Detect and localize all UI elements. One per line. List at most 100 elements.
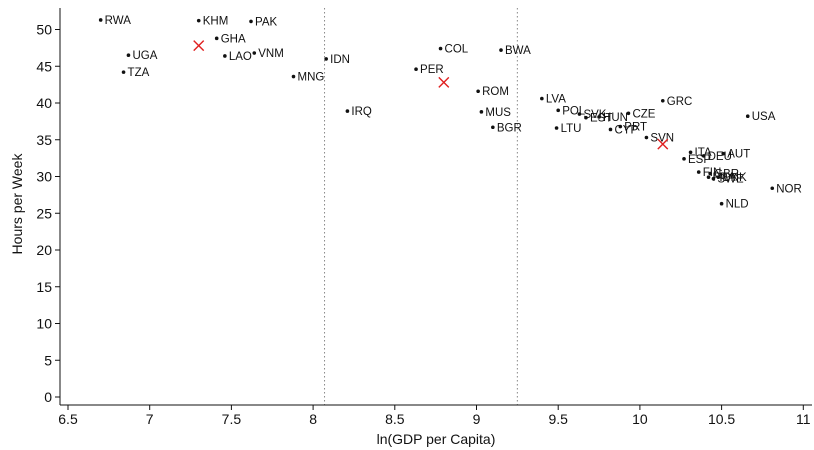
point-label: POL: [562, 105, 586, 117]
point-marker: [721, 151, 726, 156]
point-marker: [719, 201, 724, 206]
point-label: EST: [590, 113, 612, 125]
point-marker: [770, 186, 775, 191]
y-axis-title: Hours per Week: [9, 153, 25, 255]
x-tick-label: 8: [309, 411, 317, 427]
y-tick-label: 10: [36, 316, 52, 332]
point-label: NOR: [776, 183, 802, 195]
point-marker: [644, 135, 649, 140]
data-point-mng: MNG: [291, 72, 324, 84]
point-label: DNK: [722, 172, 747, 184]
point-label: UGA: [132, 50, 157, 62]
point-marker: [745, 114, 750, 119]
y-tick-label: 15: [36, 279, 52, 295]
data-point-est: EST: [584, 113, 612, 125]
point-label: KHM: [203, 16, 229, 28]
point-label: AUT: [727, 149, 750, 161]
point-label: PER: [420, 64, 444, 76]
point-marker: [660, 98, 665, 103]
y-tick-label: 30: [36, 169, 52, 185]
data-point-svk: SVK: [577, 109, 607, 121]
data-point-gha: GHA: [214, 33, 246, 45]
point-marker: [708, 171, 712, 176]
y-tick-label: 50: [36, 22, 52, 38]
point-label: NLD: [726, 199, 749, 211]
point-marker: [701, 154, 706, 158]
data-point-hun: HUN: [597, 112, 628, 124]
x-marker: [438, 76, 450, 88]
data-point-cze: CZE: [626, 108, 656, 120]
point-label: GHA: [221, 33, 246, 45]
point-marker: [540, 96, 544, 101]
data-point-pak: PAK: [249, 16, 277, 28]
data-point-esp: ESP: [682, 154, 711, 166]
point-label: ESP: [688, 154, 711, 166]
point-marker: [345, 109, 350, 113]
y-tick-label: 40: [36, 95, 52, 111]
data-point-cyp: CYP: [608, 124, 638, 136]
data-point-khm: KHM: [196, 16, 229, 28]
data-point-rom: ROM: [476, 86, 509, 98]
point-marker: [688, 150, 693, 155]
point-label: ITA: [695, 147, 712, 159]
point-marker: [121, 70, 126, 74]
point-label: DEU: [708, 151, 732, 163]
x-axis-title: ln(GDP per Capita): [377, 431, 496, 447]
data-point-bwa: BWA: [499, 45, 531, 57]
x-marker-stroke: [438, 76, 450, 88]
point-marker: [696, 170, 701, 174]
point-label: IRQ: [351, 106, 372, 118]
data-point-tza: TZA: [121, 67, 150, 79]
x-tick-label: 11: [796, 411, 811, 427]
data-point-mus: MUS: [479, 107, 511, 119]
point-marker: [556, 108, 560, 113]
point-marker: [608, 127, 613, 132]
data-point-irq: IRQ: [345, 106, 372, 118]
point-label: GBR: [714, 169, 739, 181]
point-label: LTU: [561, 123, 582, 135]
point-label: CZE: [632, 108, 655, 120]
x-tick-label: 6.5: [58, 411, 78, 427]
point-marker: [476, 89, 480, 94]
point-marker: [597, 115, 601, 119]
data-point-swe: SWE: [711, 174, 744, 186]
data-point-deu: DEU: [701, 151, 732, 163]
point-label: SVN: [650, 133, 674, 145]
point-label: BWA: [505, 45, 531, 57]
data-point-ita: ITA: [688, 147, 712, 159]
point-marker: [414, 67, 418, 71]
point-marker: [491, 125, 495, 130]
point-label: USA: [752, 111, 776, 123]
point-label: ROM: [482, 86, 509, 98]
point-marker: [291, 74, 296, 79]
point-label: PAK: [255, 16, 277, 28]
x-tick-label: 7: [146, 411, 154, 427]
data-point-grc: GRC: [660, 96, 693, 108]
point-label: GRC: [667, 96, 693, 108]
point-marker: [626, 111, 631, 116]
data-point-nld: NLD: [719, 199, 749, 211]
data-point-lva: LVA: [540, 94, 566, 106]
data-point-ltu: LTU: [554, 123, 582, 135]
point-marker: [126, 53, 131, 58]
point-marker: [618, 124, 623, 129]
y-tick-label: 0: [44, 389, 52, 405]
point-label: IDN: [330, 54, 350, 66]
data-point-usa: USA: [745, 111, 776, 123]
point-marker: [577, 112, 582, 116]
y-tick-label: 20: [36, 242, 52, 258]
point-marker: [214, 36, 219, 41]
data-point-prt: PRT: [618, 122, 647, 134]
point-marker: [324, 57, 328, 61]
point-label: MUS: [485, 107, 511, 119]
y-tick-label: 45: [36, 58, 52, 74]
data-point-pol: POL: [556, 105, 586, 117]
point-label: MNG: [297, 72, 324, 84]
data-point-vnm: VNM: [252, 48, 284, 60]
x-marker-stroke: [657, 138, 669, 150]
data-point-dnk: DNK: [716, 172, 747, 184]
data-point-fra: FRA: [706, 172, 736, 184]
point-marker: [706, 175, 711, 180]
data-point-col: COL: [438, 44, 469, 56]
point-marker: [252, 51, 257, 55]
